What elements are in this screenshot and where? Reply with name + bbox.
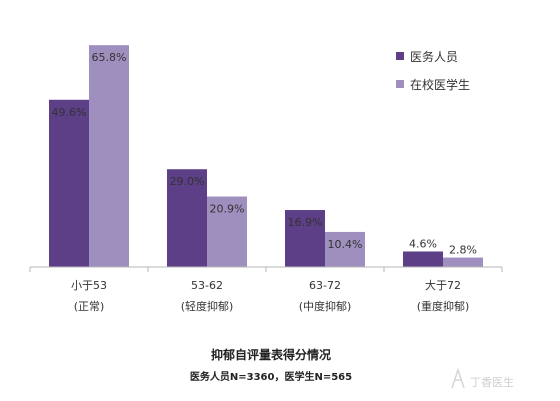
- legend-swatch-series-1: [396, 80, 404, 88]
- bars-layer: [49, 45, 483, 267]
- category-label-1-line-1: (轻度抑郁): [181, 299, 234, 313]
- legend: 医务人员 在校医学生: [396, 49, 470, 92]
- bar-series-0-cat-0: [49, 99, 89, 267]
- data-label-series-1-cat-3: 2.8%: [449, 244, 477, 257]
- category-label-0-line-1: (正常): [74, 300, 105, 313]
- chart-title: 抑郁自评量表得分情况: [211, 347, 331, 362]
- category-label-2-line-0: 63-72: [309, 279, 341, 292]
- category-label-2-line-1: (中度抑郁): [299, 299, 352, 313]
- data-label-series-0-cat-2: 16.9%: [288, 216, 323, 229]
- category-label-3-line-1: (重度抑郁): [417, 299, 470, 313]
- legend-label-series-1: 在校医学生: [410, 77, 470, 92]
- bar-series-1-cat-1: [207, 196, 247, 267]
- bar-series-0-cat-1: [167, 169, 207, 267]
- category-label-3-line-0: 大于72: [425, 278, 461, 292]
- bar-series-0-cat-3: [403, 251, 443, 267]
- watermark-text: 丁香医生: [470, 375, 514, 389]
- legend-label-series-0: 医务人员: [410, 49, 458, 64]
- bar-series-1-cat-3: [443, 257, 483, 267]
- data-label-series-1-cat-0: 65.8%: [92, 51, 127, 64]
- category-label-1-line-0: 53-62: [191, 279, 223, 292]
- category-labels: 小于53 (正常) 53-62 (轻度抑郁) 63-72 (中度抑郁) 大于72 (重度抑郁): [71, 278, 469, 313]
- data-label-series-1-cat-2: 10.4%: [328, 238, 363, 251]
- bar-labels-layer: 49.6% 65.8% 29.0% 20.9% 16.9% 10.4% 4.6% 2.8%: [52, 51, 477, 256]
- data-label-series-0-cat-1: 29.0%: [170, 175, 205, 188]
- x-axis-ticks: [29, 267, 503, 272]
- data-label-series-1-cat-1: 20.9%: [210, 203, 245, 216]
- bar-series-1-cat-0: [89, 45, 129, 267]
- category-label-0-line-0: 小于53: [71, 279, 107, 292]
- bar-series-1-cat-2: [325, 231, 365, 267]
- watermark-icon: [451, 367, 465, 389]
- data-label-series-0-cat-0: 49.6%: [52, 106, 87, 119]
- data-label-series-0-cat-3: 4.6%: [409, 237, 437, 250]
- legend-swatch-series-0: [396, 52, 404, 60]
- chart-subtitle: 医务人员N=3360，医学生N=565: [190, 370, 352, 383]
- bar-series-0-cat-2: [285, 210, 325, 267]
- watermark-logo: 丁香医生: [451, 367, 514, 389]
